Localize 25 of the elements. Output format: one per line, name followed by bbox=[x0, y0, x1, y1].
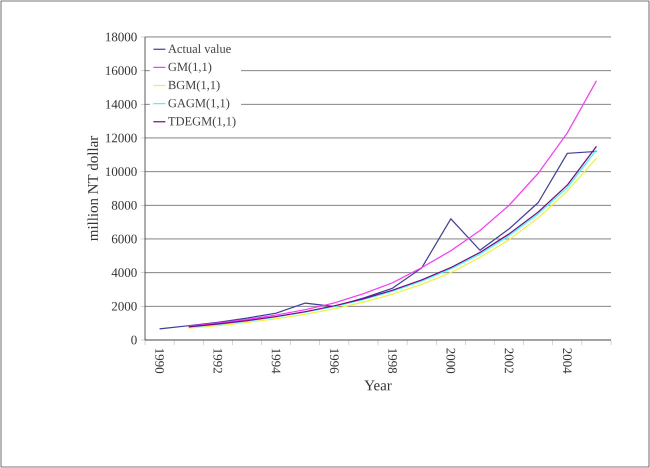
y-tick-label: 18000 bbox=[106, 32, 137, 42]
legend-label: Actual value bbox=[168, 44, 231, 53]
y-tick-label: 10000 bbox=[106, 167, 137, 176]
y-tick-label: 8000 bbox=[112, 200, 137, 210]
y-tick-label: 12000 bbox=[106, 134, 137, 142]
x-tick-label: 1990 bbox=[155, 348, 164, 374]
y-tick-label: 0 bbox=[131, 336, 137, 344]
y-tick-label: 6000 bbox=[112, 234, 137, 244]
y-tick-label: 2000 bbox=[112, 302, 137, 311]
x-tick-label: 1994 bbox=[272, 348, 280, 374]
x-tick-label: 1998 bbox=[388, 348, 397, 374]
x-tick-label: 2000 bbox=[446, 348, 456, 374]
y-tick-label: 16000 bbox=[106, 66, 137, 76]
legend-label: GAGM(1,1) bbox=[168, 98, 230, 110]
y-tick-label: 4000 bbox=[112, 268, 137, 278]
y-tick-label: 14000 bbox=[106, 100, 137, 109]
x-tick-label: 2004 bbox=[562, 348, 572, 374]
y-axis-title: million NT dollar bbox=[88, 136, 98, 241]
x-tick-label: 1992 bbox=[213, 348, 222, 373]
legend-label: GM(1,1) bbox=[168, 62, 212, 74]
x-tick-label: 2002 bbox=[504, 348, 514, 373]
x-axis-title: Year bbox=[364, 380, 392, 390]
x-tick-label: 1996 bbox=[330, 348, 339, 374]
legend-label: TDEGM(1,1) bbox=[168, 116, 236, 128]
legend-label: BGM(1,1) bbox=[168, 80, 220, 92]
